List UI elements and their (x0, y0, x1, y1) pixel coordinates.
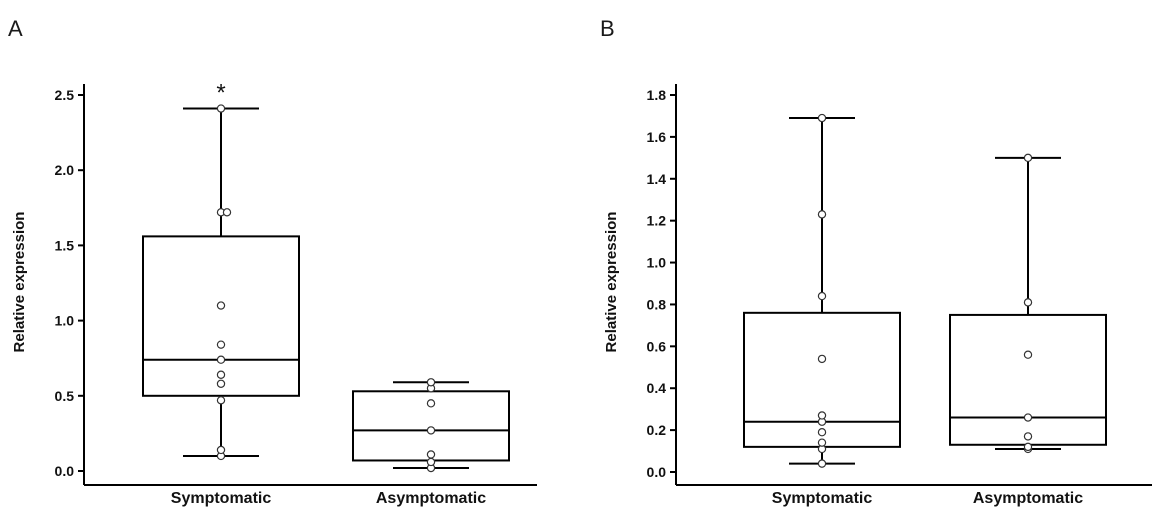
y-tick-label-b-0: 0.0 (647, 464, 667, 480)
y-tick-label-a-4: 2.0 (55, 162, 75, 178)
data-point-b-0-5 (817, 411, 827, 420)
data-point-a-0-5 (216, 355, 226, 364)
y-axis-title-b: Relative expression (603, 212, 620, 353)
category-label-b-1: Asymptomatic (973, 490, 1083, 507)
y-axis-title-a: Relative expression (11, 212, 28, 353)
box-b-1 (949, 153, 1107, 454)
data-point-a-1-4 (426, 399, 436, 408)
data-point-b-1-1 (1023, 442, 1033, 452)
box-a-0: * (142, 80, 300, 461)
data-point-a-1-6 (426, 378, 436, 387)
data-point-a-0-10 (216, 104, 226, 113)
y-tick-label-b-3: 0.6 (647, 338, 667, 354)
iqr-box-a-0 (142, 235, 300, 397)
data-point-a-0-3 (216, 379, 226, 388)
data-point-a-0-4 (216, 370, 226, 379)
panel-b: B Relative expression 0.0 0.2 0.4 0.6 0.8 1.0… (600, 16, 1152, 507)
y-tick-label-a-5: 2.5 (55, 87, 75, 103)
data-point-a-0-1 (216, 445, 226, 455)
data-point-b-1-6 (1023, 153, 1033, 163)
y-tick-label-b-6: 1.2 (647, 213, 667, 229)
data-point-a-1-2 (426, 450, 436, 459)
y-tick-label-a-2: 1.0 (55, 313, 75, 329)
data-point-b-1-2 (1023, 432, 1033, 441)
data-point-a-0-6 (216, 340, 226, 349)
data-point-a-0-9 (222, 208, 232, 217)
y-tick-label-a-3: 1.5 (55, 237, 75, 253)
data-point-a-1-3 (426, 426, 436, 435)
data-point-b-0-7 (817, 291, 827, 301)
y-tick-label-b-5: 1.0 (647, 255, 667, 271)
data-point-a-0-2 (216, 396, 226, 405)
panel-letter-a: A (8, 16, 23, 41)
y-tick-label-b-1: 0.2 (647, 422, 667, 438)
data-point-b-0-8 (817, 210, 827, 219)
iqr-box-b-0 (743, 311, 901, 448)
panel-a: A Relative expression 0.0 0.5 1.0 1.5 2.0 2.5… (8, 16, 537, 507)
data-point-b-1-4 (1023, 350, 1033, 359)
data-point-b-0-9 (817, 113, 827, 123)
category-label-a-1: Asymptomatic (376, 490, 486, 507)
y-tick-label-b-9: 1.8 (647, 87, 667, 103)
data-point-b-0-3 (817, 428, 827, 437)
y-tick-label-b-4: 0.8 (647, 296, 667, 312)
y-tick-label-b-2: 0.4 (647, 380, 667, 396)
data-point-b-1-3 (1023, 413, 1033, 422)
category-label-a-0: Symptomatic (171, 490, 272, 507)
data-point-b-0-0 (817, 459, 827, 468)
box-a-1 (352, 378, 510, 473)
data-point-b-0-6 (817, 354, 827, 364)
category-label-b-0: Symptomatic (772, 490, 873, 507)
data-point-b-1-5 (1023, 298, 1033, 307)
iqr-box-b-1 (949, 313, 1107, 446)
y-tick-label-b-8: 1.6 (647, 129, 667, 145)
data-point-b-0-2 (817, 438, 827, 447)
significance-star-a-0: * (216, 80, 225, 107)
data-point-a-1-1 (426, 457, 436, 467)
y-tick-label-b-7: 1.4 (647, 171, 667, 187)
y-tick-label-a-1: 0.5 (55, 388, 75, 404)
panel-letter-b: B (600, 16, 615, 41)
y-tick-label-a-0: 0.0 (55, 463, 75, 479)
box-b-0 (743, 113, 901, 468)
data-point-a-0-7 (216, 301, 226, 310)
